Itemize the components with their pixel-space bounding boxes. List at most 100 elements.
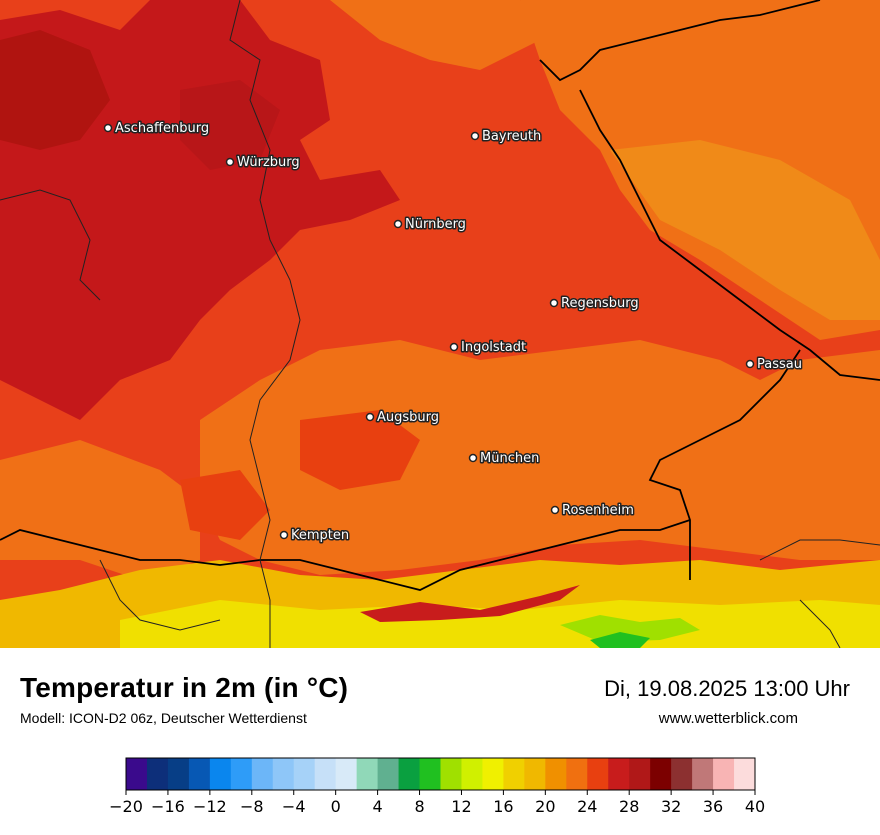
city-label: Kempten [291,528,349,543]
alpine-peaks-green [590,632,650,648]
city-label: Würzburg [237,155,300,170]
legend-tick-label: 8 [414,797,424,816]
legend-swatch [398,758,421,790]
legend-tick-label: 16 [493,797,513,816]
legend-swatch [461,758,483,790]
legend-tick-label: 24 [577,797,597,816]
city-dot [393,219,403,229]
legend-tick-label: 28 [619,797,639,816]
city-regensburg: Regensburg [549,295,640,313]
legend-tick-label: 20 [535,797,555,816]
city-bayreuth: Bayreuth [470,128,543,146]
legend-swatch [629,758,651,790]
hot-patch-main [180,80,280,170]
city-label: Aschaffenburg [115,121,209,136]
legend-swatch [440,758,462,790]
warm-zone-north [330,0,540,70]
city-label: Passau [757,357,802,372]
legend-swatch [608,758,630,790]
legend-swatch [419,758,441,790]
city-dot [468,453,478,463]
legend-swatch [713,758,735,790]
model-subtitle: Modell: ICON-D2 06z, Deutscher Wetterdie… [20,710,307,726]
city-wrzburg: Würzburg [225,154,301,172]
warm-zone-south [200,340,880,575]
legend-swatch [356,758,379,790]
legend-tick-label: 32 [661,797,681,816]
legend-swatch [335,758,358,790]
city-label: Rosenheim [562,503,634,518]
city-dot [365,412,375,422]
hot-patch-frankfurt [0,30,110,150]
city-aschaffenburg: Aschaffenburg [103,120,211,138]
city-nrnberg: Nürnberg [393,216,467,234]
city-passau: Passau [745,356,803,374]
country-borders [0,0,880,591]
legend-swatch [146,758,169,790]
legend-tick-label: −20 [109,797,143,816]
city-dot [279,530,289,540]
legend-tick-label: 36 [703,797,723,816]
city-label: Ingolstadt [461,340,526,355]
legend-swatch [251,758,274,790]
legend-swatch [587,758,609,790]
legend-tick-label: −4 [282,797,306,816]
legend-tick-label: 0 [331,797,341,816]
legend-tick-label: −12 [193,797,227,816]
legend-tick-label: −16 [151,797,185,816]
legend-tick-label: 12 [451,797,471,816]
color-legend: −20 −16 −12 −8 −4 0 4 8 12 16 20 24 28 32 36 40 [0,748,880,830]
legend-swatch [545,758,567,790]
legend-swatch [272,758,295,790]
legend-swatch [377,758,400,790]
alpine-valley [360,585,580,622]
city-label: München [480,451,539,466]
city-dot [745,359,755,369]
city-ingolstadt: Ingolstadt [449,339,528,357]
legend-swatch [671,758,693,790]
legend-swatch [566,758,588,790]
hot-patch-kempten [180,470,270,540]
legend-swatch [482,758,504,790]
city-label: Bayreuth [482,129,541,144]
legend-swatch [524,758,546,790]
city-dot [103,123,113,133]
hot-patch-augsburg [300,410,420,490]
temperature-map: Aschaffenburg Würzburg Bayreuth Nürnberg Reg… [0,0,880,648]
city-label: Nürnberg [405,217,466,232]
alpine-peaks [560,615,700,642]
city-dot [550,505,560,515]
legend-swatch [734,758,756,790]
warm-zone-bohemia [610,140,880,320]
legend-swatch [314,758,337,790]
legend-swatch [503,758,525,790]
city-mnchen: München [468,450,541,468]
legend-swatch [230,758,253,790]
city-augsburg: Augsburg [365,409,441,427]
legend-swatch [650,758,672,790]
legend-swatch [126,758,148,790]
city-markers: Aschaffenburg Würzburg Bayreuth Nürnberg Reg… [103,120,803,545]
city-kempten: Kempten [279,527,351,545]
city-label: Augsburg [377,410,439,425]
city-dot [549,298,559,308]
legend-tick-label: 4 [373,797,383,816]
legend-tick-label: −8 [240,797,264,816]
legend-tick-label: 40 [745,797,765,816]
footer: Temperatur in 2m (in °C) Modell: ICON-D2… [0,648,880,830]
website-link[interactable]: www.wetterblick.com [658,710,798,727]
legend-swatch [293,758,316,790]
city-label: Regensburg [561,296,639,311]
alpine-band-yellow [120,600,880,648]
legend-frame [125,757,756,791]
city-dot [225,157,235,167]
city-dot [470,131,480,141]
map-title: Temperatur in 2m (in °C) [20,672,349,703]
state-borders [0,0,880,648]
legend-swatch [188,758,211,790]
forecast-datetime: Di, 19.08.2025 13:00 Uhr [604,676,850,701]
legend-swatch [167,758,190,790]
legend-swatch [692,758,714,790]
city-dot [449,342,459,352]
warm-zone-southwest [0,440,200,580]
